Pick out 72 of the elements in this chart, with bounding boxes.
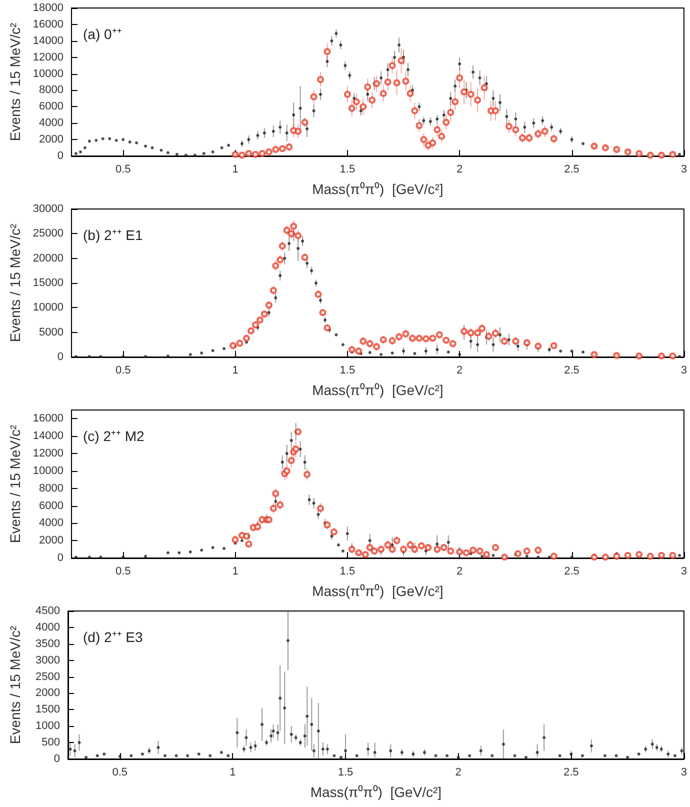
y-tick-label: 0: [57, 351, 64, 363]
x-tick-label: 1.5: [340, 566, 356, 578]
x-tick-label: 1: [232, 566, 238, 578]
y-tick-label: 0: [57, 552, 64, 564]
y-tick-label: 4000: [39, 117, 64, 130]
y-tick-label: 16000: [32, 18, 64, 30]
y-tick-label: 1500: [36, 704, 60, 716]
y-axis-title: Events / 15 MeV/c²: [7, 424, 23, 544]
x-tick-label: 3: [680, 766, 688, 778]
y-tick-label: 6000: [39, 100, 64, 113]
y-tick-label: 10000: [32, 68, 64, 80]
y-axis-title: Events / 15 MeV/c²: [7, 22, 23, 142]
x-tick-label: 2.5: [564, 364, 580, 376]
y-tick-label: 3000: [36, 654, 60, 666]
y-tick-label: 8000: [39, 482, 64, 494]
x-tick-label: 0.5: [112, 766, 128, 778]
x-tick-label: 2.5: [564, 566, 580, 578]
x-tick-label: 3: [680, 566, 688, 578]
y-tick-label: 6000: [39, 500, 64, 512]
x-tick-label: 2.5: [564, 164, 580, 176]
y-tick-label: 2000: [39, 534, 64, 547]
y-tick-label: 3500: [36, 638, 60, 650]
x-tick-label: 2: [456, 364, 463, 376]
y-tick-label: 2000: [39, 134, 64, 146]
y-tick-label: 16000: [32, 412, 64, 425]
y-tick-label: 14000: [32, 34, 64, 47]
y-tick-label: 4000: [39, 517, 64, 530]
x-tick-label: 1: [232, 364, 238, 376]
x-tick-label: 1: [232, 164, 238, 176]
y-tick-label: 2000: [36, 687, 60, 700]
y-tick-label: 14000: [32, 430, 64, 442]
y-tick-label: 0: [54, 753, 60, 765]
x-tick-label: 2: [455, 766, 462, 778]
y-tick-label: 18000: [32, 2, 64, 14]
y-tick-label: 1000: [36, 720, 60, 732]
x-axis-title: Mass(π⁰π⁰) [GeV/c²]: [312, 181, 444, 197]
y-tick-label: 0: [57, 150, 64, 162]
x-tick-label: 0.5: [115, 164, 131, 176]
text: (d) 2⁺⁺ E3: [83, 629, 144, 645]
y-axis-title: Events / 15 MeV/c²: [7, 224, 23, 342]
x-tick-label: 0.5: [115, 566, 131, 578]
y-tick-label: 15000: [32, 277, 64, 289]
x-axis-title: Mass(π⁰π⁰) [GeV/c²]: [312, 583, 444, 599]
y-tick-label: 10000: [32, 464, 64, 477]
y-axis-title: Events / 15 MeV/c²: [7, 626, 23, 744]
x-tick-label: 2: [456, 566, 463, 578]
y-tick-label: 20000: [32, 252, 64, 264]
y-tick-label: 8000: [39, 84, 64, 96]
y-tick-label: 4000: [36, 621, 60, 634]
y-tick-label: 2500: [36, 670, 60, 683]
x-tick-label: 1: [230, 766, 236, 778]
x-tick-label: 1.5: [338, 766, 354, 778]
y-tick-label: 12000: [32, 51, 64, 64]
x-tick-label: 2.5: [563, 766, 579, 778]
y-tick-label: 5000: [39, 326, 64, 338]
y-tick-label: 4500: [36, 605, 60, 617]
x-tick-label: 3: [680, 364, 688, 376]
x-axis-title: Mass(π⁰π⁰) [GeV/c²]: [312, 382, 444, 398]
x-tick-label: 1.5: [340, 164, 356, 176]
y-tick-label: 12000: [32, 448, 64, 460]
x-tick-label: 0.5: [115, 364, 131, 376]
text: (c) 2⁺⁺ M2: [83, 428, 145, 444]
y-tick-label: 10000: [32, 302, 64, 314]
y-tick-label: 500: [42, 736, 60, 749]
text: (b) 2⁺⁺ E1: [83, 227, 144, 243]
x-tick-label: 3: [680, 164, 688, 176]
x-tick-label: 1.5: [340, 364, 356, 376]
y-tick-label: 30000: [32, 203, 64, 215]
text: (a) 0⁺⁺: [83, 26, 122, 42]
x-tick-label: 2: [456, 164, 463, 176]
x-axis-title: Mass(π⁰π⁰) [GeV/c²]: [310, 784, 442, 800]
y-tick-label: 25000: [32, 228, 64, 240]
